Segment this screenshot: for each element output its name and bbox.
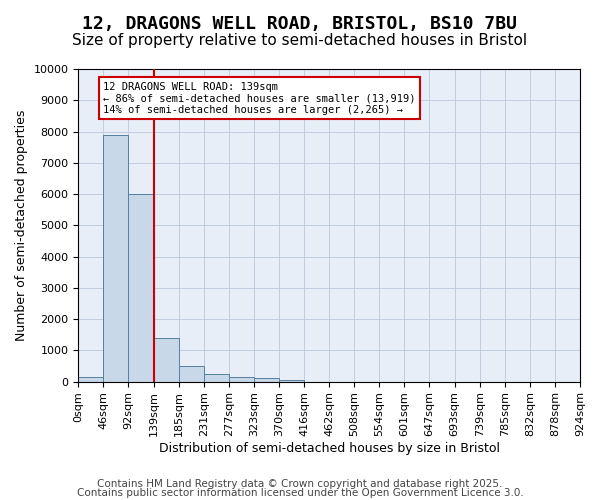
Bar <box>179 366 204 382</box>
Bar <box>204 374 229 382</box>
Bar <box>154 338 179 382</box>
Text: Contains public sector information licensed under the Open Government Licence 3.: Contains public sector information licen… <box>77 488 523 498</box>
Text: 12, DRAGONS WELL ROAD, BRISTOL, BS10 7BU: 12, DRAGONS WELL ROAD, BRISTOL, BS10 7BU <box>83 15 517 33</box>
Text: Contains HM Land Registry data © Crown copyright and database right 2025.: Contains HM Land Registry data © Crown c… <box>97 479 503 489</box>
Bar <box>128 194 154 382</box>
X-axis label: Distribution of semi-detached houses by size in Bristol: Distribution of semi-detached houses by … <box>158 442 500 455</box>
Bar <box>103 134 128 382</box>
Bar <box>78 377 103 382</box>
Bar <box>254 378 279 382</box>
Y-axis label: Number of semi-detached properties: Number of semi-detached properties <box>15 110 28 341</box>
Text: Size of property relative to semi-detached houses in Bristol: Size of property relative to semi-detach… <box>73 32 527 48</box>
Text: 12 DRAGONS WELL ROAD: 139sqm
← 86% of semi-detached houses are smaller (13,919)
: 12 DRAGONS WELL ROAD: 139sqm ← 86% of se… <box>103 82 416 114</box>
Bar <box>229 377 254 382</box>
Bar <box>279 380 304 382</box>
